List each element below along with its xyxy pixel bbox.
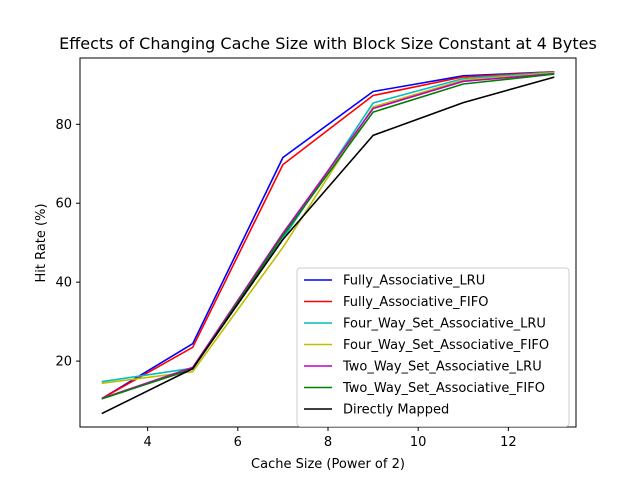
plot-lines bbox=[101, 70, 555, 415]
series-line-fully-associative-fifo bbox=[101, 70, 555, 400]
x-tick-label: 8 bbox=[324, 435, 332, 450]
x-tick-label: 10 bbox=[410, 435, 427, 450]
legend-label: Two_Way_Set_Associative_FIFO bbox=[342, 381, 545, 396]
legend-box bbox=[296, 267, 570, 427]
legend-label: Directly Mapped bbox=[343, 403, 449, 418]
x-tick-label: 6 bbox=[234, 435, 242, 450]
x-tick-label: 4 bbox=[143, 435, 151, 450]
y-tick-label: 20 bbox=[55, 355, 72, 370]
legend-label: Four_Way_Set_Associative_LRU bbox=[343, 317, 546, 332]
x-tick-label: 12 bbox=[500, 435, 517, 450]
legend-label: Fully_Associative_LRU bbox=[343, 274, 485, 289]
y-axis-ticks: 20 40 60 80 bbox=[55, 118, 80, 370]
series-line-two-way-set-associative-lru bbox=[101, 72, 555, 400]
legend-label: Fully_Associative_FIFO bbox=[343, 295, 488, 310]
legend-label: Four_Way_Set_Associative_FIFO bbox=[343, 338, 549, 353]
y-tick-label: 80 bbox=[55, 118, 72, 133]
series-line-two-way-set-associative-fifo bbox=[101, 73, 555, 400]
y-axis-label: Hit Rate (%) bbox=[34, 203, 49, 282]
y-tick-label: 60 bbox=[55, 197, 72, 212]
y-tick-label: 40 bbox=[55, 276, 72, 291]
x-axis-ticks: 4 6 8 10 12 bbox=[143, 427, 517, 450]
chart-title: Effects of Changing Cache Size with Bloc… bbox=[59, 34, 597, 53]
x-axis-label: Cache Size (Power of 2) bbox=[251, 457, 405, 472]
legend-label: Two_Way_Set_Associative_LRU bbox=[342, 360, 542, 375]
legend: Fully_Associative_LRU Fully_Associative_F… bbox=[296, 267, 570, 427]
series-line-fully-associative-lru bbox=[101, 70, 555, 400]
series-line-directly-mapped bbox=[101, 76, 555, 415]
